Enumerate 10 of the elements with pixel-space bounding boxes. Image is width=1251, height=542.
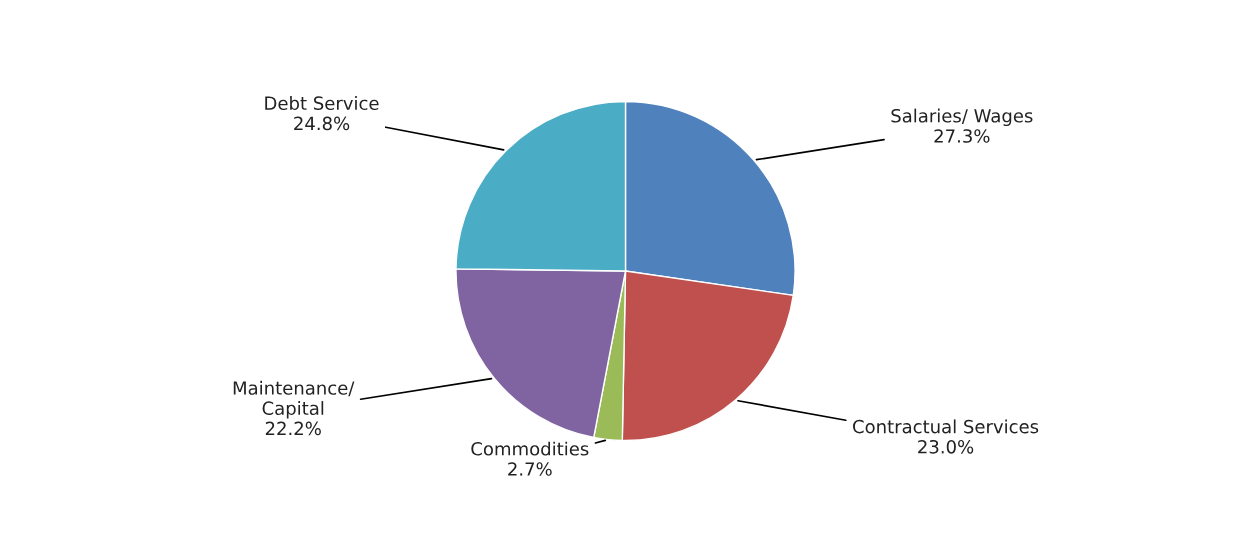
- slice-label: Commodities: [471, 441, 589, 456]
- slice-label: Debt Service: [265, 96, 379, 111]
- data-label: 24.8%: [294, 116, 350, 131]
- slice-label: Contractual Services: [853, 419, 1039, 434]
- data-label: 2.7%: [508, 462, 552, 476]
- data-label: 27.3%: [934, 129, 990, 143]
- data-label: 22.2%: [265, 421, 321, 436]
- data-label: 23.0%: [918, 439, 974, 454]
- slice-label: Maintenance/ Capital: [233, 380, 355, 419]
- slice-label: Salaries/ Wages: [891, 108, 1033, 127]
